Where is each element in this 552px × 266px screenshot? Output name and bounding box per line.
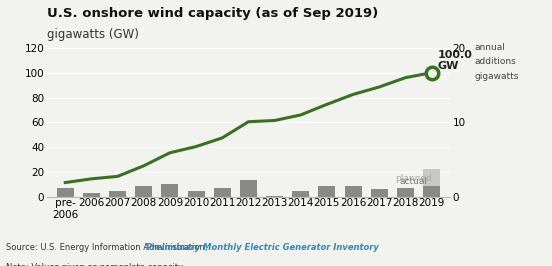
Text: U.S. onshore wind capacity (as of Sep 2019): U.S. onshore wind capacity (as of Sep 20…	[47, 7, 378, 20]
Bar	[344, 186, 362, 197]
Bar	[135, 186, 152, 197]
Text: gigawatts: gigawatts	[475, 72, 519, 81]
Bar	[319, 186, 336, 197]
Text: annual: annual	[475, 43, 506, 52]
Bar	[266, 196, 283, 197]
Bar	[292, 191, 309, 197]
Text: Note: Values given as nameplate capacity.: Note: Values given as nameplate capacity…	[6, 263, 184, 266]
Text: Preliminary Monthly Electric Generator Inventory: Preliminary Monthly Electric Generator I…	[146, 243, 379, 252]
Text: gigawatts (GW): gigawatts (GW)	[47, 28, 139, 41]
Bar	[423, 186, 440, 197]
Text: planned: planned	[395, 174, 432, 184]
Bar	[214, 188, 231, 197]
Bar	[57, 188, 74, 197]
Bar	[188, 191, 205, 197]
Bar	[397, 188, 414, 197]
Text: actual: actual	[399, 177, 427, 186]
Bar	[83, 193, 100, 197]
Bar	[423, 169, 440, 186]
Text: 100.0
GW: 100.0 GW	[437, 50, 472, 71]
Bar	[161, 184, 178, 197]
Text: Source: U.S. Energy Information Administration,: Source: U.S. Energy Information Administ…	[6, 243, 210, 252]
Bar	[371, 189, 388, 197]
Bar	[109, 191, 126, 197]
Text: additions: additions	[475, 57, 517, 66]
Bar	[240, 180, 257, 197]
